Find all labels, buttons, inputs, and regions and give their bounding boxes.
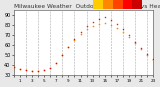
FancyBboxPatch shape: [103, 1, 113, 9]
FancyBboxPatch shape: [123, 1, 132, 9]
FancyBboxPatch shape: [132, 1, 142, 9]
FancyBboxPatch shape: [113, 1, 123, 9]
FancyBboxPatch shape: [93, 1, 103, 9]
Text: Milwaukee Weather  Outdoor Temperature vs Heat Index (24 Hours): Milwaukee Weather Outdoor Temperature vs…: [14, 4, 160, 9]
